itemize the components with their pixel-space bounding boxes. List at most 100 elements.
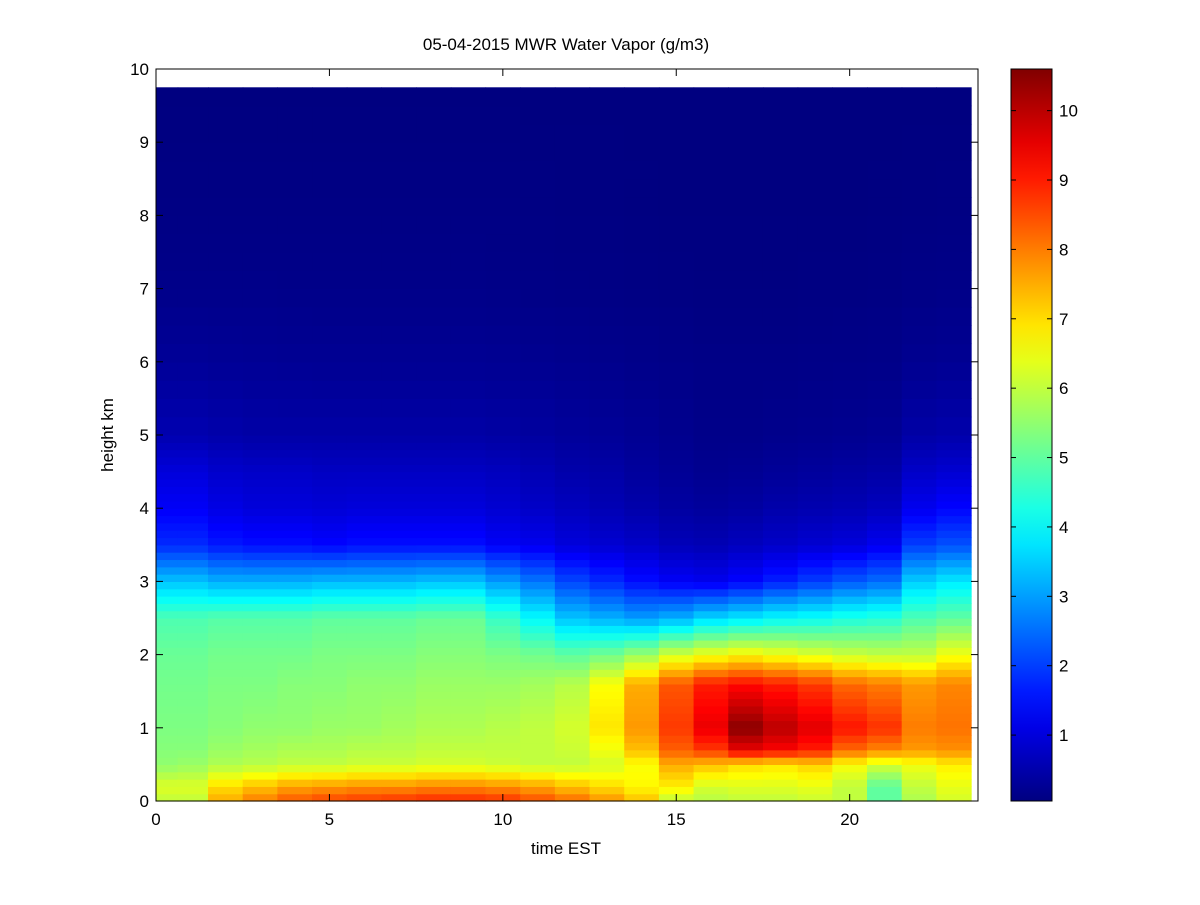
heatmap-cell [485, 361, 521, 381]
heatmap-cell [381, 771, 417, 780]
heatmap-cell [901, 197, 937, 216]
heatmap-cell [520, 123, 556, 143]
heatmap-cell [520, 786, 556, 795]
heatmap-cell [589, 87, 625, 107]
heatmap-cell [312, 566, 348, 575]
heatmap-cell [381, 508, 417, 517]
heatmap-cell [936, 588, 972, 597]
heatmap-cell [658, 735, 695, 744]
heatmap-cell [832, 87, 868, 107]
heatmap-cell [832, 361, 868, 381]
heatmap-cell [312, 288, 348, 308]
heatmap-cell [208, 435, 244, 443]
heatmap-cell [936, 456, 972, 465]
heatmap-cell [624, 632, 660, 641]
heatmap-cell [346, 771, 383, 780]
heatmap-cell [485, 515, 521, 524]
heatmap-cell [832, 683, 868, 692]
heatmap-cell [624, 544, 660, 553]
heatmap-cell [762, 757, 799, 765]
heatmap-cell [728, 197, 764, 216]
heatmap-cell [242, 478, 278, 487]
heatmap-cell [728, 178, 764, 198]
heatmap-cell [156, 288, 179, 308]
heatmap-cell [485, 786, 521, 795]
heatmap-cell [728, 306, 764, 326]
heatmap-cell [312, 632, 348, 641]
heatmap-cell [624, 380, 660, 399]
heatmap-cell [762, 618, 799, 626]
heatmap-cell [208, 574, 244, 582]
heatmap-cell [416, 435, 452, 443]
heatmap-cell [867, 735, 903, 744]
heatmap-cell [728, 537, 764, 546]
heatmap-cell [728, 559, 764, 568]
heatmap-cell [624, 625, 660, 634]
heatmap-cell [867, 544, 903, 553]
heatmap-cell [762, 764, 799, 773]
heatmap-cell [762, 676, 799, 685]
heatmap-cell [901, 449, 937, 458]
heatmap-cell [208, 522, 244, 531]
heatmap-cell [450, 698, 487, 707]
heatmap-cell [901, 233, 937, 253]
heatmap-cell [658, 610, 695, 619]
heatmap-cell [832, 749, 868, 758]
heatmap-cell [312, 215, 348, 235]
heatmap-cell [936, 683, 972, 692]
heatmap-cell [242, 566, 278, 575]
heatmap-cell [485, 669, 521, 678]
heatmap-cell [901, 87, 937, 107]
heatmap-cell [867, 713, 903, 722]
heatmap-cell [381, 288, 417, 308]
heatmap-cell [520, 574, 556, 582]
heatmap-cell [658, 380, 695, 399]
heatmap-cell [520, 544, 556, 553]
heatmap-cell [554, 123, 591, 143]
heatmap-cell [693, 771, 729, 780]
heatmap-cell [520, 764, 556, 773]
heatmap-cell [624, 464, 660, 473]
heatmap-cell [242, 252, 278, 271]
heatmap-cell [277, 537, 313, 546]
heatmap-cell [554, 720, 591, 729]
heatmap-cell [762, 478, 799, 487]
heatmap-cell [485, 142, 521, 162]
heatmap-cell [520, 771, 556, 780]
heatmap-cell [867, 793, 903, 802]
heatmap-cell [156, 757, 179, 765]
heatmap-cell [693, 764, 729, 773]
heatmap-cell [520, 515, 556, 524]
heatmap-cell [346, 178, 383, 198]
heatmap-cell [554, 343, 591, 363]
plot-area [156, 87, 972, 802]
heatmap-cell [901, 764, 937, 773]
heatmap-cell [381, 698, 417, 707]
heatmap-cell [485, 325, 521, 345]
heatmap-cell [936, 559, 972, 568]
heatmap-cell [485, 603, 521, 612]
heatmap-cell [416, 197, 452, 216]
heatmap-cell [554, 464, 591, 473]
heatmap-cell [416, 764, 452, 773]
heatmap-cell [867, 566, 903, 575]
heatmap-cell [346, 142, 383, 162]
heatmap-cell [450, 566, 487, 575]
heatmap-cell [762, 123, 799, 143]
heatmap-cell [177, 735, 209, 744]
heatmap-cell [901, 698, 937, 707]
heatmap-cell [728, 779, 764, 787]
heatmap-cell [156, 435, 179, 443]
heatmap-cell [728, 325, 764, 345]
heatmap-cell [208, 442, 244, 451]
heatmap-cell [901, 178, 937, 198]
heatmap-cell [832, 713, 868, 722]
heatmap-cell [693, 683, 729, 692]
heatmap-cell [520, 522, 556, 531]
heatmap-cell [520, 87, 556, 107]
heatmap-cell [416, 793, 452, 802]
heatmap-cell [728, 683, 764, 692]
heatmap-cell [156, 669, 179, 678]
heatmap-cell [797, 727, 833, 736]
heatmap-cell [936, 449, 972, 458]
